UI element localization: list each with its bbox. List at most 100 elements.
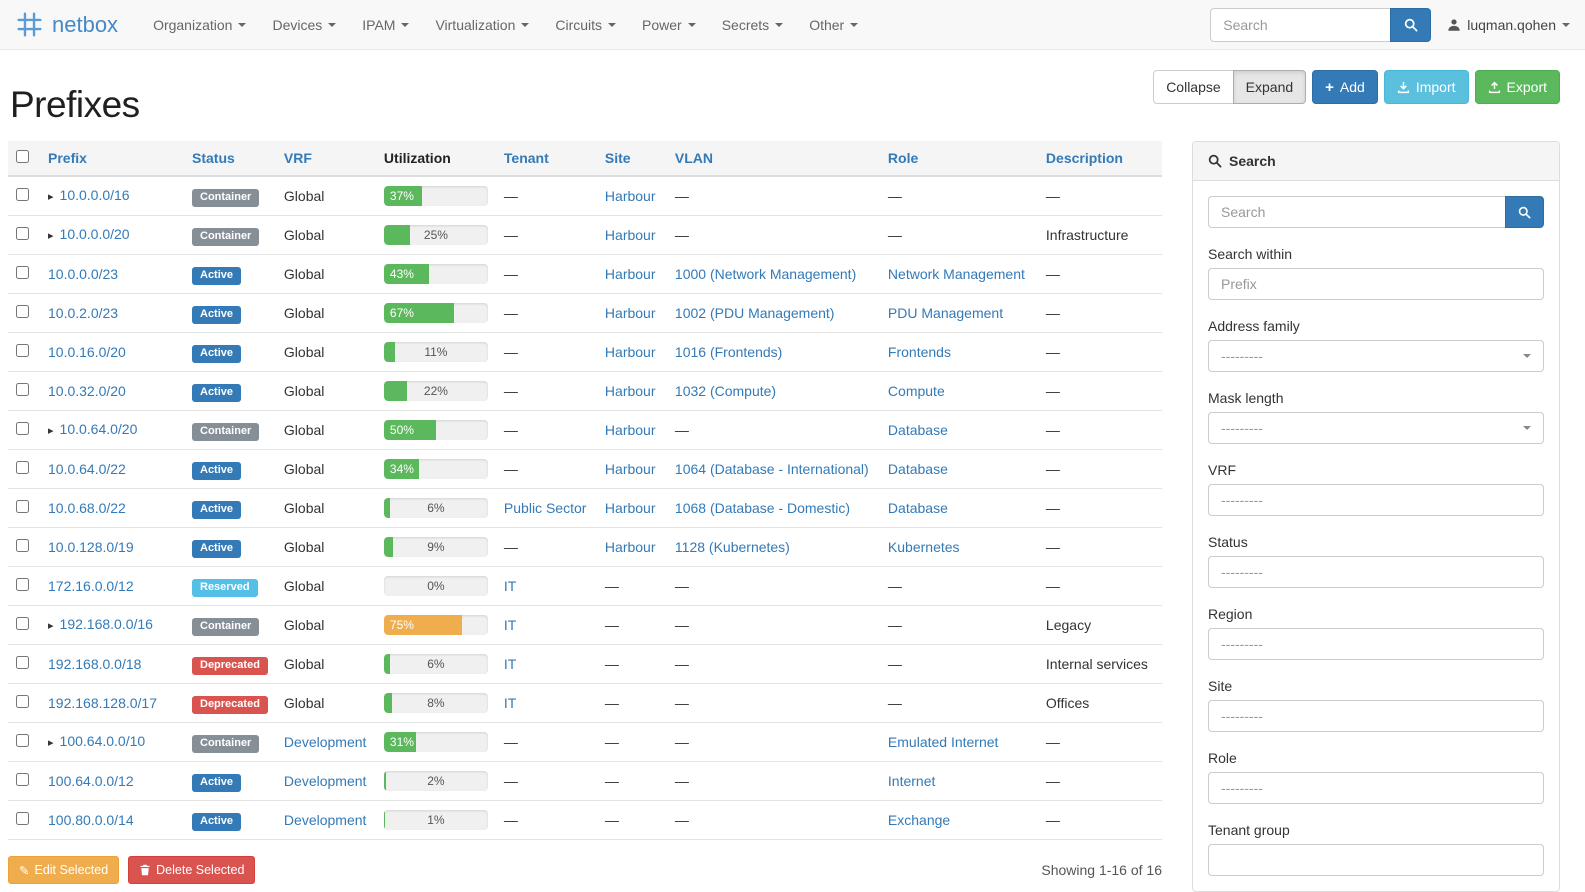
column-header-vlan[interactable]: VLAN xyxy=(674,150,714,166)
vlan-link[interactable]: 1002 (PDU Management) xyxy=(674,305,835,321)
tenant-link[interactable]: IT xyxy=(503,695,517,711)
expand-button[interactable]: Expand xyxy=(1232,70,1307,104)
filter-box-vrf[interactable]: --------- xyxy=(1208,484,1544,516)
chevron-right-icon[interactable]: ▸ xyxy=(48,620,54,632)
nav-menu-virtualization[interactable]: Virtualization xyxy=(422,2,542,48)
tenant-link[interactable]: IT xyxy=(503,656,517,672)
role-link[interactable]: Frontends xyxy=(887,344,951,360)
column-header-site[interactable]: Site xyxy=(604,150,631,166)
row-checkbox[interactable] xyxy=(16,500,29,513)
row-checkbox[interactable] xyxy=(16,305,29,318)
vrf-link[interactable]: Development xyxy=(283,734,367,750)
row-checkbox[interactable] xyxy=(16,734,29,747)
role-link[interactable]: Kubernetes xyxy=(887,539,960,555)
vlan-link[interactable]: 1064 (Database - International) xyxy=(674,461,869,477)
nav-menu-organization[interactable]: Organization xyxy=(140,2,259,48)
role-link[interactable]: Emulated Internet xyxy=(887,734,999,750)
column-header-role[interactable]: Role xyxy=(887,150,919,166)
site-link[interactable]: Harbour xyxy=(604,383,656,399)
prefix-link[interactable]: 10.0.0.0/20 xyxy=(59,226,130,242)
row-checkbox[interactable] xyxy=(16,383,29,396)
export-button[interactable]: Export xyxy=(1474,70,1560,104)
edit-selected-button[interactable]: ✎ Edit Selected xyxy=(8,856,120,884)
sidebar-search-input[interactable] xyxy=(1208,196,1505,228)
row-checkbox[interactable] xyxy=(16,656,29,669)
row-checkbox[interactable] xyxy=(16,344,29,357)
vlan-link[interactable]: 1016 (Frontends) xyxy=(674,344,783,360)
prefix-link[interactable]: 192.168.0.0/18 xyxy=(48,656,142,672)
role-link[interactable]: PDU Management xyxy=(887,305,1004,321)
filter-box-site[interactable]: --------- xyxy=(1208,700,1544,732)
role-link[interactable]: Internet xyxy=(887,773,936,789)
prefix-link[interactable]: 10.0.2.0/23 xyxy=(48,305,119,321)
role-link[interactable]: Network Management xyxy=(887,266,1025,282)
filter-box-tenant-group[interactable] xyxy=(1208,844,1544,876)
chevron-right-icon[interactable]: ▸ xyxy=(48,230,54,242)
role-link[interactable]: Database xyxy=(887,422,948,438)
netbox-brand[interactable]: netbox xyxy=(15,10,118,39)
row-checkbox[interactable] xyxy=(16,539,29,552)
prefix-link[interactable]: 100.80.0.0/14 xyxy=(48,812,134,828)
tenant-link[interactable]: Public Sector xyxy=(503,500,587,516)
nav-menu-ipam[interactable]: IPAM xyxy=(349,2,422,48)
import-button[interactable]: Import xyxy=(1383,70,1469,104)
row-checkbox[interactable] xyxy=(16,773,29,786)
role-link[interactable]: Database xyxy=(887,461,948,477)
tenant-link[interactable]: IT xyxy=(503,617,517,633)
prefix-link[interactable]: 10.0.68.0/22 xyxy=(48,500,126,516)
delete-selected-button[interactable]: Delete Selected xyxy=(128,856,256,884)
nav-menu-other[interactable]: Other xyxy=(796,2,871,48)
site-link[interactable]: Harbour xyxy=(604,227,656,243)
vlan-link[interactable]: 1000 (Network Management) xyxy=(674,266,857,282)
row-checkbox[interactable] xyxy=(16,188,29,201)
prefix-link[interactable]: 10.0.32.0/20 xyxy=(48,383,126,399)
prefix-link[interactable]: 192.168.128.0/17 xyxy=(48,695,157,711)
sidebar-search-button[interactable] xyxy=(1505,196,1544,228)
global-search-input[interactable] xyxy=(1210,7,1391,42)
site-link[interactable]: Harbour xyxy=(604,422,656,438)
vlan-link[interactable]: 1068 (Database - Domestic) xyxy=(674,500,850,516)
role-link[interactable]: Database xyxy=(887,500,948,516)
global-search-button[interactable] xyxy=(1390,7,1432,42)
site-link[interactable]: Harbour xyxy=(604,266,656,282)
vlan-link[interactable]: 1128 (Kubernetes) xyxy=(674,539,790,555)
filter-box-role[interactable]: --------- xyxy=(1208,772,1544,804)
prefix-link[interactable]: 100.64.0.0/12 xyxy=(48,773,134,789)
filter-input-search-within[interactable] xyxy=(1208,268,1544,300)
row-checkbox[interactable] xyxy=(16,812,29,825)
row-checkbox[interactable] xyxy=(16,227,29,240)
filter-box-status[interactable]: --------- xyxy=(1208,556,1544,588)
role-link[interactable]: Compute xyxy=(887,383,945,399)
filter-select-mask-length[interactable]: --------- xyxy=(1208,412,1544,444)
column-header-prefix[interactable]: Prefix xyxy=(48,150,87,166)
nav-menu-secrets[interactable]: Secrets xyxy=(709,2,796,48)
chevron-right-icon[interactable]: ▸ xyxy=(48,191,54,203)
row-checkbox[interactable] xyxy=(16,422,29,435)
prefix-link[interactable]: 10.0.128.0/19 xyxy=(48,539,134,555)
site-link[interactable]: Harbour xyxy=(604,188,656,204)
add-button[interactable]: + Add xyxy=(1312,70,1378,104)
column-header-status[interactable]: Status xyxy=(192,150,235,166)
chevron-right-icon[interactable]: ▸ xyxy=(48,425,54,437)
collapse-button[interactable]: Collapse xyxy=(1153,70,1234,104)
filter-select-address-family[interactable]: --------- xyxy=(1208,340,1544,372)
column-header-description[interactable]: Description xyxy=(1045,150,1123,166)
select-all-checkbox[interactable] xyxy=(16,150,29,163)
prefix-link[interactable]: 10.0.0.0/16 xyxy=(59,187,130,203)
tenant-link[interactable]: IT xyxy=(503,578,517,594)
column-header-tenant[interactable]: Tenant xyxy=(503,150,549,166)
site-link[interactable]: Harbour xyxy=(604,461,656,477)
prefix-link[interactable]: 172.16.0.0/12 xyxy=(48,578,134,594)
prefix-link[interactable]: 10.0.0.0/23 xyxy=(48,266,119,282)
vlan-link[interactable]: 1032 (Compute) xyxy=(674,383,777,399)
nav-menu-power[interactable]: Power xyxy=(629,2,709,48)
row-checkbox[interactable] xyxy=(16,578,29,591)
site-link[interactable]: Harbour xyxy=(604,500,656,516)
filter-box-region[interactable]: --------- xyxy=(1208,628,1544,660)
role-link[interactable]: Exchange xyxy=(887,812,951,828)
prefix-link[interactable]: 10.0.64.0/22 xyxy=(48,461,126,477)
site-link[interactable]: Harbour xyxy=(604,539,656,555)
site-link[interactable]: Harbour xyxy=(604,305,656,321)
user-menu[interactable]: luqman.qohen xyxy=(1447,17,1570,33)
row-checkbox[interactable] xyxy=(16,266,29,279)
